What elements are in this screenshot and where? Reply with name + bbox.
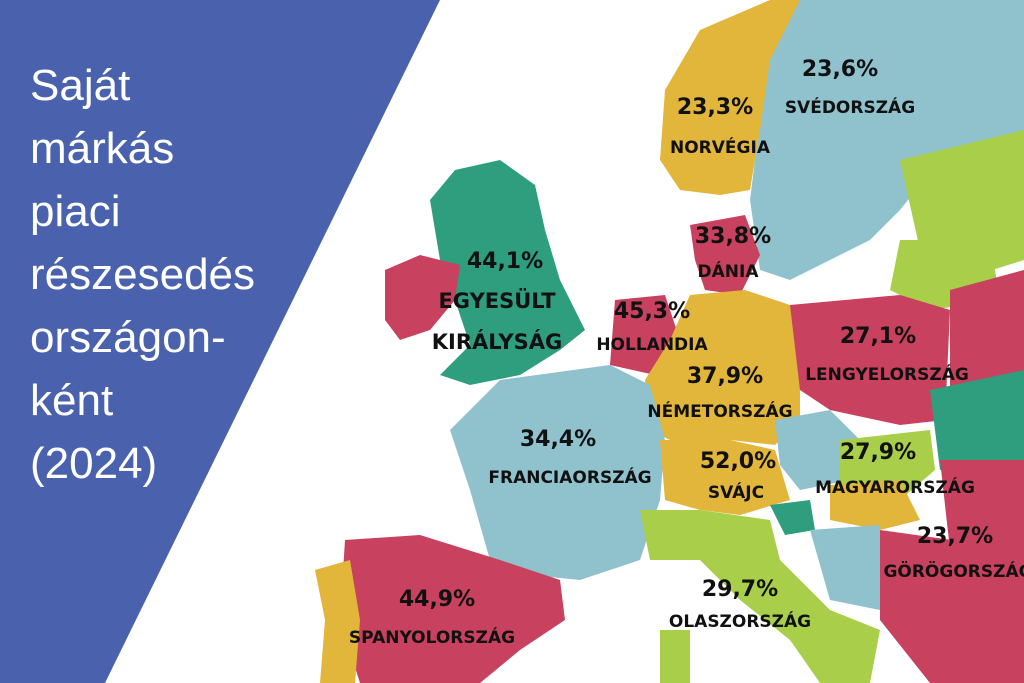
country-labels: 23,6% SVÉDORSZÁG 23,3% NORVÉGIA 44,1% EGYESÜL… xyxy=(349,57,1024,648)
share-label: 23,6% xyxy=(802,57,878,82)
share-label: 44,9% xyxy=(399,587,475,612)
germany xyxy=(645,290,800,450)
country-name: EGYESÜLT xyxy=(438,288,556,313)
italy xyxy=(640,510,880,683)
country-name: GÖRÖGORSZÁG xyxy=(883,560,1024,582)
poland xyxy=(790,295,950,425)
country-name: OLASZORSZÁG xyxy=(669,610,811,632)
hungary xyxy=(830,480,920,530)
country-name: NÉMETORSZÁG xyxy=(647,400,792,422)
romania xyxy=(940,460,1024,560)
country-name: NORVÉGIA xyxy=(670,136,771,158)
belarus xyxy=(950,270,1024,400)
uk xyxy=(430,160,585,385)
title-line: piaci xyxy=(30,187,121,236)
country-name: DÁNIA xyxy=(698,260,760,282)
denmark xyxy=(690,215,760,295)
sardinia xyxy=(660,630,690,683)
country-name: HOLLANDIA xyxy=(596,335,708,355)
share-label: 27,9% xyxy=(840,440,916,465)
title-line: ként xyxy=(30,376,113,425)
country-name: SVÉDORSZÁG xyxy=(785,96,915,118)
title-line: Saját xyxy=(30,61,130,110)
title-line: márkás xyxy=(30,124,174,173)
share-label: 33,8% xyxy=(695,224,771,249)
slovenia xyxy=(770,500,815,535)
country-name: FRANCIAORSZÁG xyxy=(488,466,651,488)
sweden xyxy=(750,0,1024,280)
greece xyxy=(880,530,1024,683)
share-label: 27,1% xyxy=(840,324,916,349)
portugal xyxy=(315,560,360,683)
czechia-austria xyxy=(775,410,860,490)
balkans xyxy=(810,525,880,610)
title-line: országon- xyxy=(30,313,226,362)
hungary-area xyxy=(840,430,935,500)
spain xyxy=(340,535,565,683)
country-name: SVÁJC xyxy=(708,481,764,503)
switzerland xyxy=(660,440,790,515)
country-name: MAGYARORSZÁG xyxy=(815,476,975,498)
share-label: 44,1% xyxy=(467,249,543,274)
france xyxy=(450,365,665,580)
share-label: 37,9% xyxy=(687,364,763,389)
share-label: 45,3% xyxy=(614,299,690,324)
norway xyxy=(660,0,800,195)
map-shapes xyxy=(315,0,1024,683)
share-label: 34,4% xyxy=(520,427,596,452)
country-name: SPANYOLORSZÁG xyxy=(349,626,515,648)
share-label: 29,7% xyxy=(702,577,778,602)
share-label: 23,3% xyxy=(677,95,753,120)
country-name: LENGYELORSZÁG xyxy=(805,363,969,385)
ireland xyxy=(385,255,460,340)
share-label: 52,0% xyxy=(700,449,776,474)
title-line: részesedés xyxy=(30,250,255,299)
country-name: KIRÁLYSÁG xyxy=(432,329,562,354)
share-label: 23,7% xyxy=(917,524,993,549)
title-panel xyxy=(0,0,440,683)
title: Saját márkás piaci részesedés országon-ként (… xyxy=(30,61,255,488)
ukraine xyxy=(930,370,1024,470)
title-line: (2024) xyxy=(30,439,157,488)
